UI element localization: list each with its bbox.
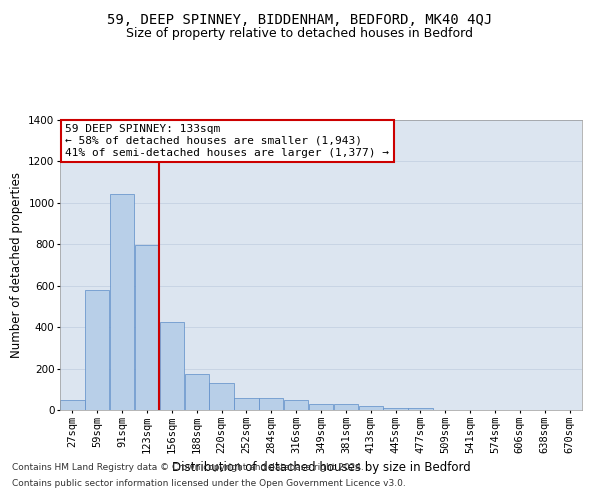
Bar <box>234 398 259 410</box>
Bar <box>185 374 209 410</box>
X-axis label: Distribution of detached houses by size in Bedford: Distribution of detached houses by size … <box>172 462 470 474</box>
Bar <box>259 398 283 410</box>
Bar <box>85 290 109 410</box>
Y-axis label: Number of detached properties: Number of detached properties <box>10 172 23 358</box>
Text: Contains HM Land Registry data © Crown copyright and database right 2024.: Contains HM Land Registry data © Crown c… <box>12 464 364 472</box>
Bar <box>209 384 234 410</box>
Bar <box>135 246 159 410</box>
Bar <box>60 400 85 410</box>
Bar <box>359 406 383 410</box>
Bar <box>383 408 408 410</box>
Bar <box>408 408 433 410</box>
Bar <box>309 404 333 410</box>
Text: 59 DEEP SPINNEY: 133sqm
← 58% of detached houses are smaller (1,943)
41% of semi: 59 DEEP SPINNEY: 133sqm ← 58% of detache… <box>65 124 389 158</box>
Text: 59, DEEP SPINNEY, BIDDENHAM, BEDFORD, MK40 4QJ: 59, DEEP SPINNEY, BIDDENHAM, BEDFORD, MK… <box>107 12 493 26</box>
Bar <box>160 322 184 410</box>
Text: Contains public sector information licensed under the Open Government Licence v3: Contains public sector information licen… <box>12 478 406 488</box>
Text: Size of property relative to detached houses in Bedford: Size of property relative to detached ho… <box>127 28 473 40</box>
Bar <box>110 194 134 410</box>
Bar <box>334 404 358 410</box>
Bar <box>284 400 308 410</box>
